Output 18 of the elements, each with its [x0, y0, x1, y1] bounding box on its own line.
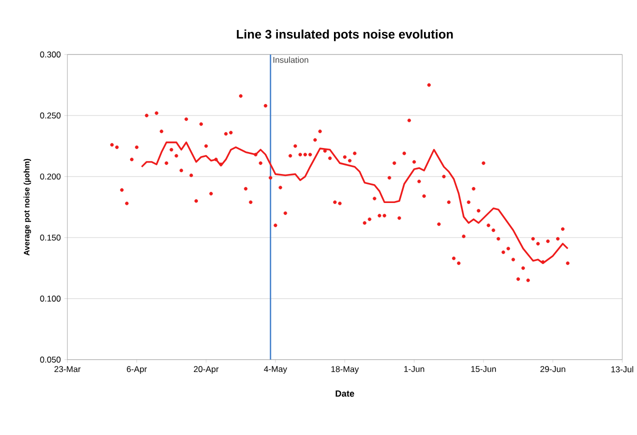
x-tick-label: 15-Jun: [471, 366, 496, 372]
x-tick-label: 29-Jun: [540, 366, 566, 372]
y-tick-label: 0.050: [40, 356, 61, 363]
y-tick-label: 0.250: [40, 112, 61, 119]
x-tick-label: 13-Jul: [611, 366, 634, 372]
y-tick-label: 0.300: [40, 52, 61, 58]
x-tick-label: 1-Jun: [404, 366, 424, 372]
y-tick-label: 0.200: [40, 174, 61, 180]
x-tick-label: 4-May: [264, 366, 288, 374]
x-axis-title: Date: [336, 390, 354, 397]
x-tick-label: 6-Apr: [126, 366, 147, 374]
x-tick-label: 18-May: [331, 366, 359, 374]
y-tick-label: 0.100: [40, 296, 61, 302]
ref-line-label: Insulation: [273, 56, 308, 63]
x-tick-label: 20-Apr: [194, 366, 219, 374]
x-tick-label: 23-Mar: [54, 366, 81, 372]
y-tick-label: 0.150: [40, 234, 61, 241]
chart-title: Line 3 insulated pots noise evolution: [236, 30, 453, 42]
